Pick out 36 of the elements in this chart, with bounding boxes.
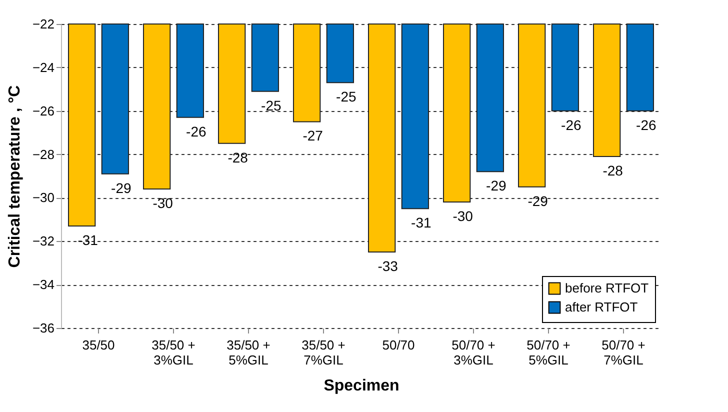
y-tick-label: −32 bbox=[32, 234, 54, 249]
data-label: -29 bbox=[486, 178, 506, 194]
y-tick-label: −22 bbox=[32, 16, 54, 32]
data-label: -29 bbox=[528, 192, 548, 209]
x-tick-label: 35/50 + 3%GIL bbox=[152, 338, 196, 368]
legend-label: before RTFOT bbox=[565, 280, 649, 296]
data-label: -25 bbox=[261, 97, 282, 114]
data-label: -25 bbox=[336, 88, 356, 105]
data-label: -26 bbox=[186, 123, 206, 140]
data-label: -26 bbox=[561, 116, 582, 133]
data-label: -29 bbox=[111, 180, 132, 196]
data-label: -27 bbox=[302, 128, 324, 144]
y-axis-title: Critical temperature , °C bbox=[6, 84, 24, 268]
x-tick-label: 35/50 + 5%GIL bbox=[226, 338, 270, 368]
data-label: -31 bbox=[411, 214, 432, 231]
x-tick-label: 50/70 + 3%GIL bbox=[452, 338, 496, 368]
y-tick-label: −24 bbox=[32, 60, 54, 75]
x-tick-label: 50/70 bbox=[382, 338, 415, 352]
data-label: -28 bbox=[602, 162, 624, 178]
data-label: -30 bbox=[452, 208, 474, 224]
y-tick-label: −28 bbox=[32, 146, 54, 162]
x-axis-title: Specimen bbox=[324, 378, 400, 394]
data-label: -33 bbox=[378, 258, 398, 274]
data-label: -31 bbox=[78, 232, 98, 248]
data-label: -26 bbox=[636, 116, 656, 133]
data-label: -28 bbox=[228, 149, 248, 166]
y-tick-label: −30 bbox=[32, 190, 54, 206]
x-tick-label: 50/70 + 7%GIL bbox=[602, 338, 646, 368]
y-tick-label: −26 bbox=[32, 103, 54, 118]
legend-label: after RTFOT bbox=[565, 300, 638, 314]
x-tick-label: 50/70 + 5%GIL bbox=[526, 338, 570, 368]
x-tick-label: 35/50 bbox=[82, 338, 115, 352]
data-label: -30 bbox=[152, 195, 174, 212]
x-tick-label: 35/50 + 7%GIL bbox=[302, 338, 346, 368]
y-tick-label: −36 bbox=[32, 320, 54, 336]
y-tick-label: −34 bbox=[32, 277, 54, 292]
